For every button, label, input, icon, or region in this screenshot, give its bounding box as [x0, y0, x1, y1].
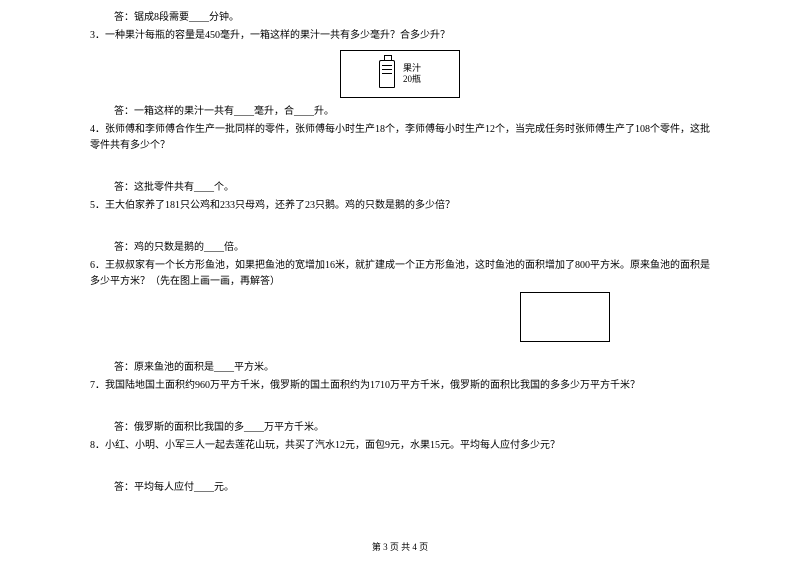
- q7-answer: 答：俄罗斯的面积比我国的多____万平方千米。: [90, 420, 710, 436]
- juice-label-2: 20瓶: [403, 74, 421, 85]
- q6-row: 6．王叔叔家有一个长方形鱼池，如果把鱼池的宽增加16米，就扩建成一个正方形鱼池，…: [90, 258, 710, 292]
- q7-text: 7．我国陆地国土面积约960万平方千米，俄罗斯的国土面积约为1710万平方千米，…: [90, 378, 710, 394]
- q2-answer: 答：锯成8段需要____分钟。: [90, 10, 710, 26]
- juice-label-1: 果汁: [403, 63, 421, 74]
- bottle-icon: [379, 60, 395, 88]
- juice-label: 果汁 20瓶: [403, 63, 421, 85]
- juice-box-diagram: 果汁 20瓶: [340, 50, 460, 98]
- rectangle-diagram: [520, 292, 610, 342]
- page-footer: 第 3 页 共 4 页: [0, 540, 800, 553]
- q8-answer: 答：平均每人应付____元。: [90, 480, 710, 496]
- q5-text: 5．王大伯家养了181只公鸡和233只母鸡，还养了23只鹅。鸡的只数是鹅的多少倍…: [90, 198, 710, 214]
- q4-answer: 答：这批零件共有____个。: [90, 180, 710, 196]
- document-content: 答：锯成8段需要____分钟。 3．一种果汁每瓶的容量是450毫升，一箱这样的果…: [90, 10, 710, 496]
- q3-answer: 答：一箱这样的果汁一共有____毫升，合____升。: [90, 104, 710, 120]
- q5-answer: 答：鸡的只数是鹅的____倍。: [90, 240, 710, 256]
- q6-text: 6．王叔叔家有一个长方形鱼池，如果把鱼池的宽增加16米，就扩建成一个正方形鱼池，…: [90, 258, 710, 290]
- q3-text: 3．一种果汁每瓶的容量是450毫升，一箱这样的果汁一共有多少毫升？合多少升？: [90, 28, 710, 44]
- q8-text: 8．小红、小明、小军三人一起去莲花山玩，共买了汽水12元，面包9元，水果15元。…: [90, 438, 710, 454]
- q4-text: 4．张师傅和李师傅合作生产一批同样的零件，张师傅每小时生产18个，李师傅每小时生…: [90, 122, 710, 154]
- q6-answer: 答：原来鱼池的面积是____平方米。: [90, 360, 710, 376]
